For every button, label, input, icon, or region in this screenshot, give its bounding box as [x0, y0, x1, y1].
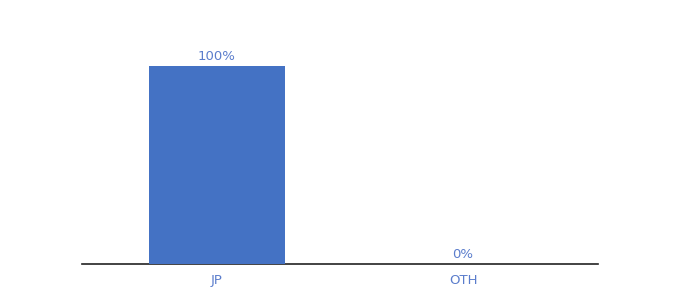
- Text: 100%: 100%: [198, 50, 236, 63]
- Bar: [150, 66, 285, 264]
- Text: 0%: 0%: [453, 248, 473, 261]
